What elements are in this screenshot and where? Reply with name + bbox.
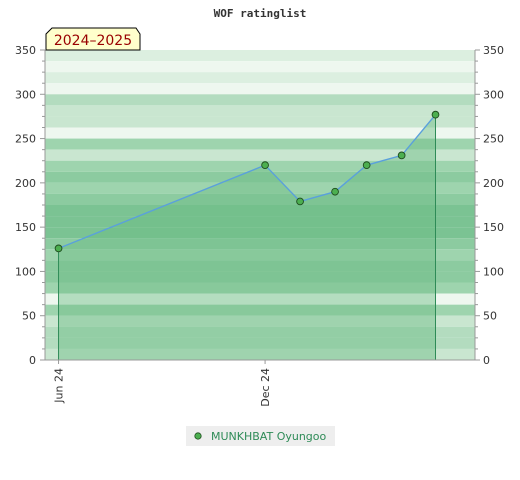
y-tick-label-left: 50 [22,310,36,323]
background-band [45,238,475,250]
y-tick-label-right: 0 [483,354,490,367]
background-band [45,116,475,128]
background-band [45,94,475,106]
legend-label: MUNKHBAT Oyungoo [211,430,327,443]
background-band [45,61,475,73]
legend: MUNKHBAT Oyungoo [186,426,335,446]
background-band [45,182,475,194]
y-tick-label-right: 100 [483,265,504,278]
background-band [45,326,475,338]
background-band [45,105,475,117]
data-point [431,110,440,119]
series-area [58,114,436,361]
y-tick-label-left: 150 [15,221,36,234]
data-point [54,244,63,253]
background-band [45,50,475,62]
background-band [45,249,475,261]
data-point [397,151,406,160]
axes: 0 0 50 50 100 100 150 150 200 200 250 250 300 300 350 3… [15,44,504,407]
season-tag-shape [45,27,141,51]
background-band [45,304,475,316]
x-tick-label: Jun 24 [53,368,66,404]
background-band [45,282,475,294]
season-tag: 2024–2025 [45,27,141,51]
y-tick-label-left: 200 [15,177,36,190]
background-band [45,205,475,217]
y-tick-label-right: 350 [483,44,504,57]
y-tick-label-right: 50 [483,310,497,323]
background-band [45,160,475,172]
y-tick-label-left: 0 [29,354,36,367]
background-band [45,216,475,228]
background-band [45,227,475,239]
background-band [45,293,475,305]
legend-background [186,426,335,446]
x-tick-label: Dec 24 [259,368,272,407]
background-band [45,260,475,272]
legend-marker [194,432,202,440]
background-band [45,348,475,360]
y-tick-label-right: 150 [483,221,504,234]
data-point [296,197,304,206]
background-band [45,337,475,349]
background-band [45,271,475,283]
y-tick-label-left: 350 [15,44,36,57]
data-point [362,161,371,169]
background-band [45,193,475,205]
y-tick-label-right: 250 [483,133,504,146]
y-tick-label-right: 300 [483,88,504,101]
background-band [45,72,475,84]
chart-title: WOF ratinglist [214,7,307,20]
y-tick-label-left: 100 [15,265,36,278]
background-band [45,83,475,95]
data-point [261,161,269,169]
background-band [45,315,475,327]
background-band [45,127,475,139]
background-bands [45,50,475,360]
y-tick-label-left: 250 [15,133,36,146]
data-point [331,187,339,196]
markers [54,110,440,253]
background-band [45,138,475,150]
y-tick-label-left: 300 [15,88,36,101]
y-tick-label-right: 200 [483,177,504,190]
background-band [45,171,475,183]
background-band [45,149,475,161]
season-label: 2024–2025 [54,33,132,49]
